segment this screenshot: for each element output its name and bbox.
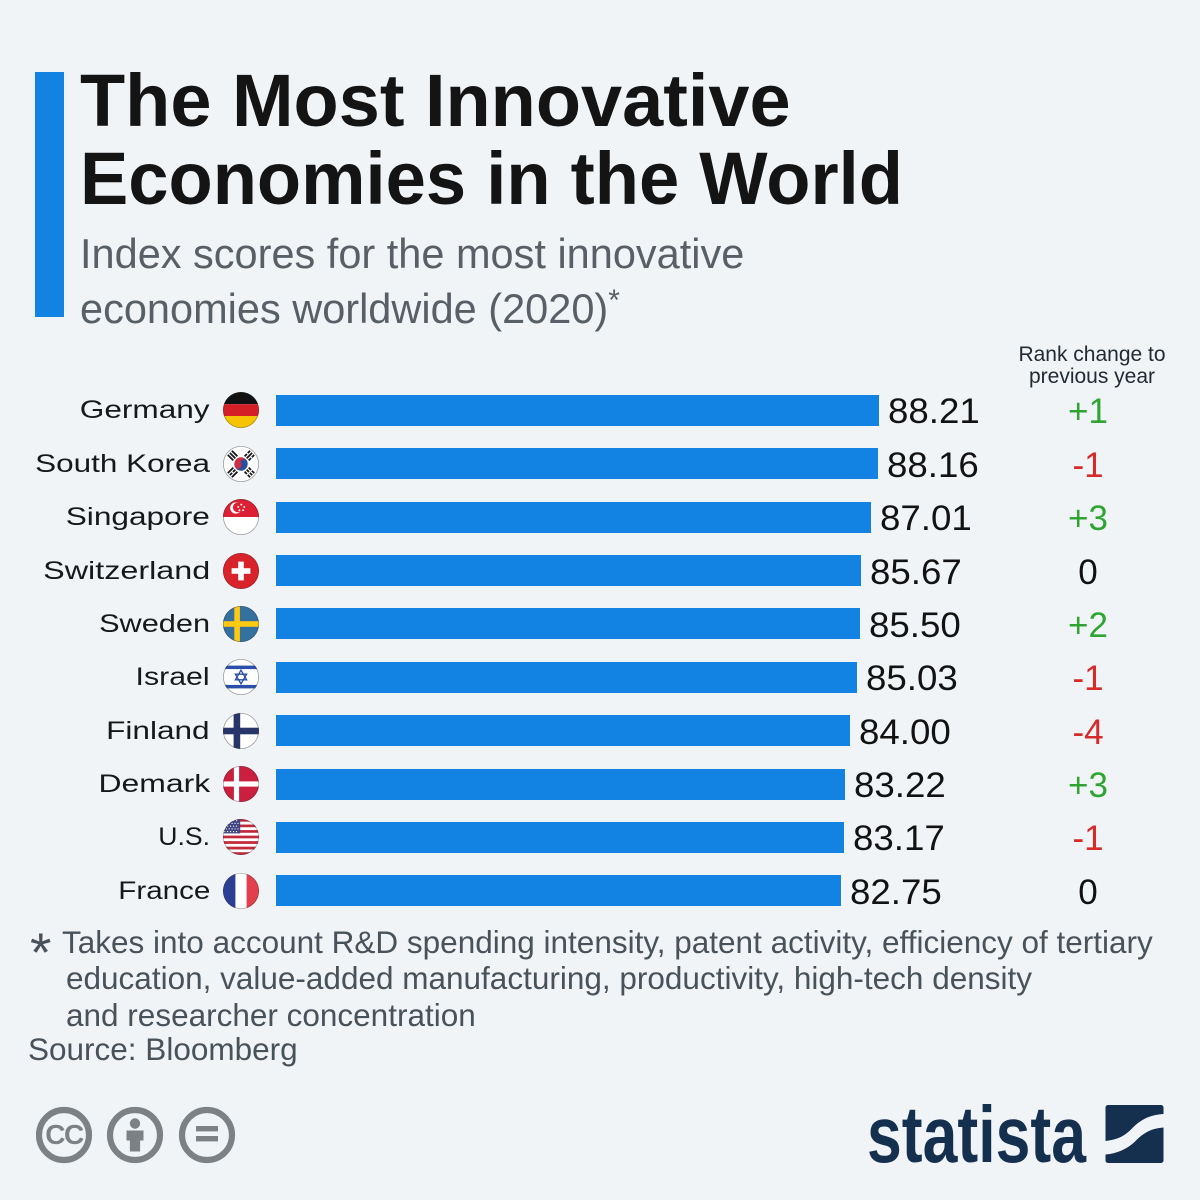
svg-text:CC: CC: [45, 1119, 84, 1150]
svg-text:statista: statista: [867, 1090, 1086, 1175]
